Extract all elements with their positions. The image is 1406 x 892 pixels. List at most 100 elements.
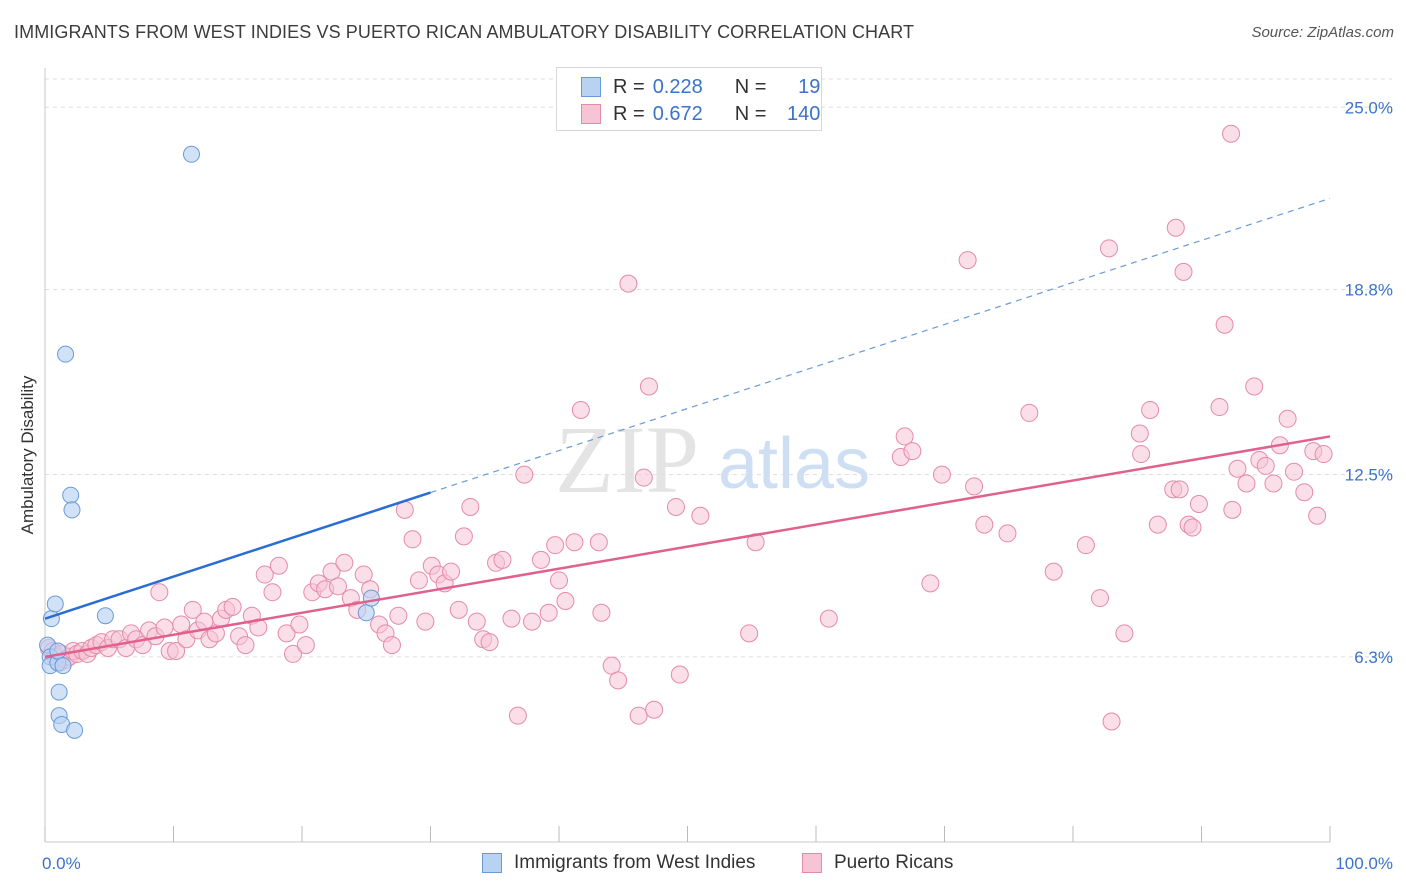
puerto-rican-point — [284, 644, 303, 663]
puerto-rican-point — [263, 583, 282, 602]
puerto-rican-point — [1264, 474, 1283, 493]
puerto-rican-point — [639, 377, 658, 396]
legend-label-puerto-ricans: Puerto Ricans — [834, 852, 954, 873]
x-tick-label: 0.0% — [42, 854, 81, 873]
watermark-atlas: atlas — [718, 424, 870, 504]
west-indies-point — [50, 683, 68, 701]
puerto-rican-point — [565, 533, 584, 552]
puerto-rican-point — [467, 612, 486, 631]
puerto-rican-point — [502, 609, 521, 628]
legend-r-value: 0.228 — [652, 75, 703, 98]
puerto-rican-point — [223, 597, 242, 616]
puerto-rican-point — [1090, 589, 1109, 608]
puerto-ricans-trend-line — [44, 435, 1331, 659]
legend-n-value: 140 — [787, 102, 821, 125]
puerto-rican-point — [740, 624, 759, 643]
legend-r-label: R = — [613, 102, 645, 125]
west-indies-trend-line — [44, 491, 431, 620]
chart-title: IMMIGRANTS FROM WEST INDIES VS PUERTO RI… — [14, 22, 915, 42]
puerto-rican-point — [1285, 462, 1304, 481]
puerto-rican-point — [409, 571, 428, 590]
west-indies-point — [46, 595, 64, 613]
puerto-rican-point — [895, 427, 914, 446]
puerto-rican-point — [921, 574, 940, 593]
puerto-rican-point — [1189, 495, 1208, 514]
west-indies-point — [54, 657, 72, 675]
puerto-rican-point — [480, 633, 499, 652]
puerto-rican-point — [589, 533, 608, 552]
puerto-rican-point — [629, 706, 648, 725]
pink-swatch-icon — [581, 104, 601, 124]
puerto-rican-point — [1245, 377, 1264, 396]
puerto-rican-point — [183, 600, 202, 619]
puerto-rican-point — [403, 530, 422, 549]
legend-n-value: 19 — [798, 75, 821, 98]
correlation-legend: R = 0.228 N = 19 R = 0.672 N = 140 — [556, 67, 822, 131]
puerto-rican-point — [609, 671, 628, 690]
puerto-rican-point — [932, 465, 951, 484]
west-indies-point — [182, 145, 200, 163]
puerto-rican-point — [1223, 500, 1242, 519]
puerto-rican-point — [269, 556, 288, 575]
puerto-rican-point — [965, 477, 984, 496]
x-tick-label: 100.0% — [1335, 854, 1393, 873]
bottom-legend-west-indies: Immigrants from West Indies — [482, 852, 755, 874]
puerto-rican-point — [666, 497, 685, 516]
puerto-rican-point — [645, 700, 664, 719]
y-tick-label: 6.3% — [1354, 648, 1393, 667]
puerto-rican-point — [1237, 474, 1256, 493]
puerto-rican-point — [515, 465, 534, 484]
y-tick-label: 12.5% — [1345, 466, 1393, 485]
puerto-rican-point — [1174, 262, 1193, 281]
puerto-rican-point — [1256, 456, 1275, 475]
puerto-rican-point — [461, 497, 480, 516]
west-indies-points — [39, 145, 380, 739]
puerto-rican-point — [155, 618, 174, 637]
puerto-rican-point — [691, 506, 710, 525]
bottom-legend-puerto-ricans: Puerto Ricans — [802, 852, 953, 874]
puerto-rican-point — [532, 550, 551, 569]
trend-lines — [44, 197, 1331, 659]
west-indies-point — [63, 501, 81, 519]
puerto-rican-point — [508, 706, 527, 725]
puerto-rican-point — [819, 609, 838, 628]
puerto-rican-point — [335, 553, 354, 572]
puerto-rican-point — [150, 583, 169, 602]
puerto-rican-point — [1099, 239, 1118, 258]
puerto-rican-point — [1308, 506, 1327, 525]
puerto-rican-point — [523, 612, 542, 631]
puerto-rican-point — [546, 536, 565, 555]
puerto-rican-point — [539, 603, 558, 622]
puerto-rican-point — [903, 442, 922, 461]
west-indies-point — [362, 589, 380, 607]
legend-r-value: 0.672 — [652, 102, 703, 125]
puerto-rican-point — [1020, 403, 1039, 422]
puerto-rican-point — [389, 606, 408, 625]
puerto-rican-point — [328, 577, 347, 596]
puerto-rican-point — [670, 665, 689, 684]
puerto-rican-point — [255, 565, 274, 584]
puerto-rican-point — [296, 636, 315, 655]
y-tick-label: 25.0% — [1345, 98, 1393, 117]
puerto-rican-point — [1115, 624, 1134, 643]
puerto-rican-point — [382, 636, 401, 655]
puerto-rican-point — [1222, 124, 1241, 143]
y-tick-label: 18.8% — [1345, 280, 1393, 299]
puerto-rican-point — [1130, 424, 1149, 443]
puerto-rican-point — [1148, 515, 1167, 534]
legend-row-west-indies: R = 0.228 N = 19 — [581, 74, 820, 100]
puerto-rican-point — [1132, 445, 1151, 464]
puerto-rican-point — [249, 618, 268, 637]
blue-swatch-icon — [482, 853, 502, 873]
puerto-rican-point — [1314, 445, 1333, 464]
west-indies-trend-extension — [430, 197, 1331, 494]
puerto-rican-point — [290, 615, 309, 634]
puerto-rican-point — [619, 274, 638, 293]
puerto-rican-point — [975, 515, 994, 534]
puerto-rican-point — [1183, 518, 1202, 537]
puerto-rican-point — [493, 550, 512, 569]
puerto-rican-point — [1215, 315, 1234, 334]
legend-n-label: N = — [734, 102, 767, 125]
puerto-rican-point — [958, 251, 977, 270]
puerto-rican-point — [1141, 400, 1160, 419]
